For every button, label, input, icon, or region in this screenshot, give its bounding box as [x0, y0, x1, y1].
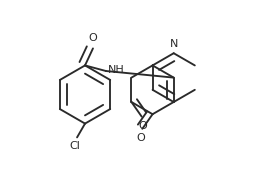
Text: O: O — [88, 33, 97, 43]
Text: O: O — [137, 133, 145, 143]
Text: NH: NH — [108, 65, 125, 75]
Text: O: O — [139, 121, 148, 131]
Text: N: N — [170, 39, 178, 49]
Text: Cl: Cl — [69, 141, 80, 151]
